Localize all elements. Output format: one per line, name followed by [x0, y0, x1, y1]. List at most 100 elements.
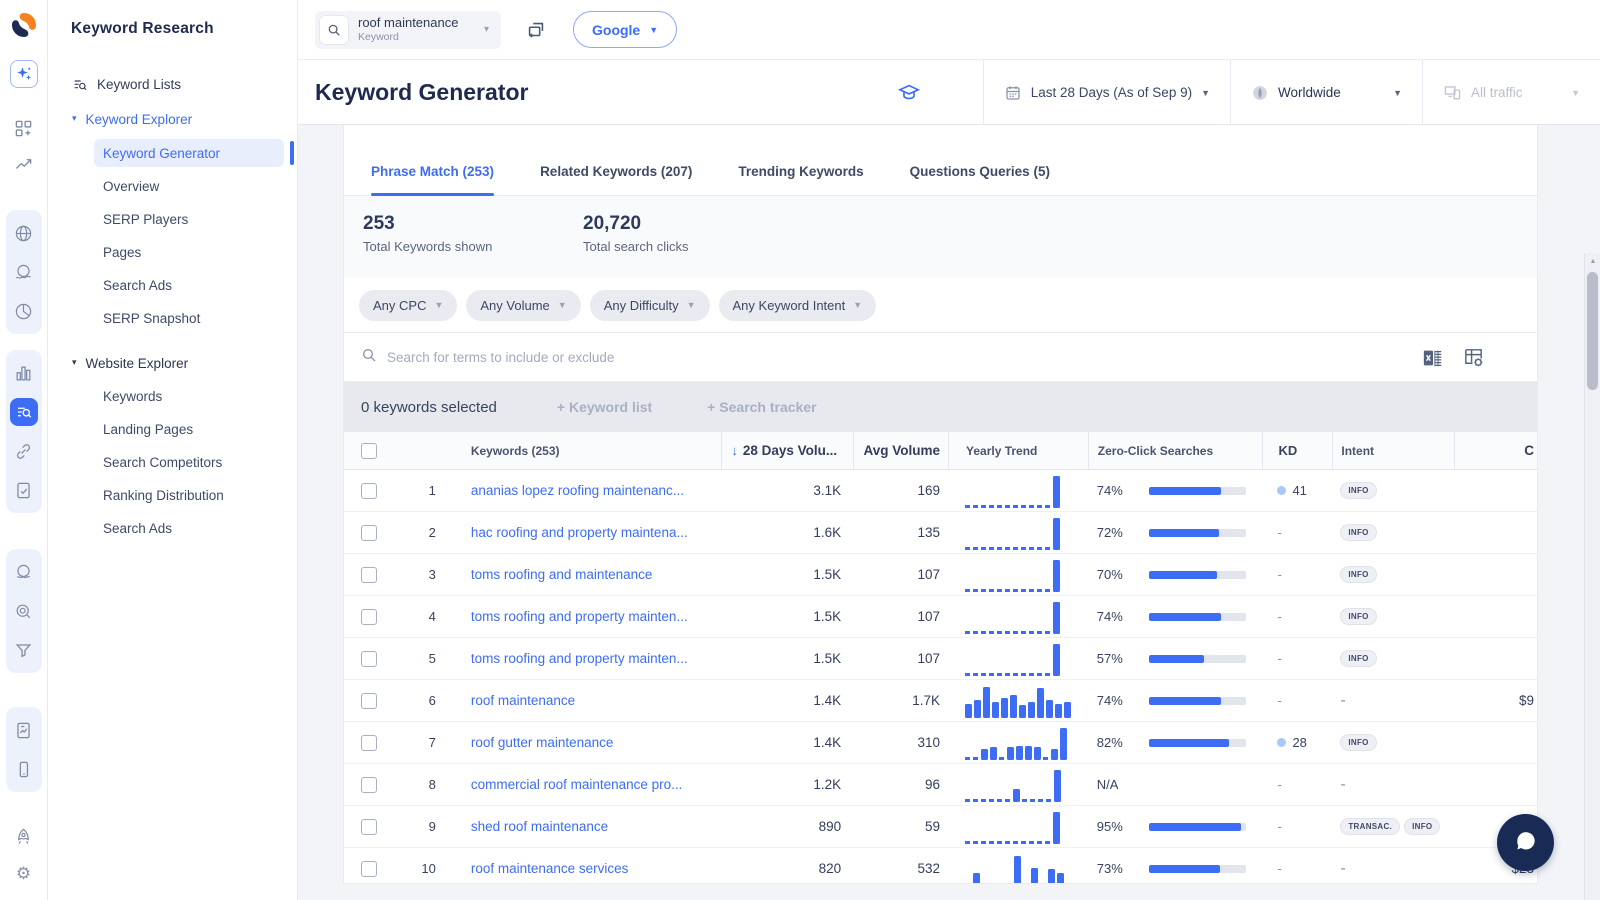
row-checkbox[interactable]	[360, 776, 377, 793]
globe-trend-icon[interactable]	[10, 258, 38, 286]
cpc-column-header[interactable]: C	[1454, 432, 1537, 469]
mobile-icon[interactable]	[10, 755, 38, 783]
search-engine-button[interactable]: Google ▼	[573, 11, 678, 48]
avg-volume-column-header[interactable]: Avg Volume	[853, 432, 948, 469]
filter-any-cpc[interactable]: Any CPC ▼	[359, 289, 458, 321]
globe-icon[interactable]	[10, 219, 38, 247]
vol28-column-header[interactable]: ↓ 28 Days Volu...	[721, 432, 853, 469]
ai-sparkles-icon[interactable]	[9, 60, 38, 88]
row-checkbox[interactable]	[360, 608, 377, 625]
scroll-up-arrow[interactable]: ▲	[1589, 258, 1597, 265]
add-keyword-list-button[interactable]: + Keyword list	[556, 399, 653, 415]
keyword-link[interactable]: roof maintenance	[470, 692, 576, 708]
traffic-selector[interactable]: All traffic ▼	[1422, 60, 1600, 125]
zero-click-bar	[1148, 570, 1246, 579]
pie-chart-icon[interactable]	[10, 297, 38, 325]
sidebar-item-keyword-lists[interactable]: Keyword Lists	[48, 68, 297, 101]
scrollbar-thumb[interactable]	[1587, 272, 1598, 390]
zero-click-cell: 74%	[1088, 693, 1263, 708]
filter-any-keyword-intent[interactable]: Any Keyword Intent ▼	[718, 289, 877, 321]
keyword-link[interactable]: hac roofing and property maintena...	[470, 524, 688, 540]
yearly-trend-column-header[interactable]: Yearly Trend	[948, 432, 1088, 469]
sidebar-item-keywords[interactable]: Keywords	[48, 380, 297, 413]
sidebar-item-search-ads[interactable]: Search Ads	[48, 512, 297, 545]
add-comparison-icon[interactable]	[525, 19, 547, 41]
settings-gear-icon[interactable]: ⚙	[15, 864, 32, 884]
keyword-link[interactable]: shed roof maintenance	[470, 818, 609, 834]
page-check-icon[interactable]	[10, 476, 38, 504]
excel-export-icon[interactable]	[1422, 347, 1444, 374]
filter-any-difficulty[interactable]: Any Difficulty ▼	[589, 289, 710, 321]
kd-empty: -	[1277, 525, 1282, 540]
trend-chart-icon[interactable]	[10, 150, 38, 178]
trend-bar	[1006, 747, 1014, 760]
row-checkbox[interactable]	[360, 818, 377, 835]
similarweb-logo[interactable]	[11, 12, 37, 38]
row-checkbox[interactable]	[360, 692, 377, 709]
row-checkbox[interactable]	[360, 566, 377, 583]
intent-column-header[interactable]: Intent	[1332, 432, 1454, 469]
keyword-link[interactable]: toms roofing and maintenance	[470, 566, 653, 582]
filter-any-volume[interactable]: Any Volume ▼	[466, 289, 581, 321]
row-checkbox[interactable]	[360, 860, 377, 877]
tab-trending-keywords[interactable]: Trending Keywords	[738, 164, 864, 179]
trend-dash	[996, 840, 1002, 844]
rank-cell: 5	[428, 651, 436, 666]
tab-related-keywords-207[interactable]: Related Keywords (207)	[540, 164, 693, 179]
keywords-column-header[interactable]: Keywords (253)	[470, 443, 560, 458]
grid-add-icon[interactable]	[10, 114, 38, 142]
kd-column-header[interactable]: KD	[1262, 432, 1332, 469]
include-exclude-search[interactable]: Search for terms to include or exclude	[344, 332, 1537, 382]
row-checkbox[interactable]	[360, 524, 377, 541]
sidebar-item-landing-pages[interactable]: Landing Pages	[48, 413, 297, 446]
region-selector[interactable]: Worldwide ▼	[1230, 60, 1422, 125]
sidebar-item-ranking-distribution[interactable]: Ranking Distribution	[48, 479, 297, 512]
select-all-checkbox[interactable]	[360, 442, 377, 459]
keyword-link[interactable]: commercial roof maintenance pro...	[470, 776, 683, 792]
keyword-link[interactable]: toms roofing and property mainten...	[470, 650, 688, 666]
keyword-search-selector[interactable]: roof maintenance Keyword ▾	[315, 10, 501, 49]
sidebar-item-keyword-generator[interactable]: Keyword Generator	[94, 139, 294, 167]
chat-bubble-button[interactable]	[1497, 814, 1554, 871]
sidebar-item-serp-snapshot[interactable]: SERP Snapshot	[48, 302, 297, 335]
date-range-selector[interactable]: Last 28 Days (As of Sep 9) ▼	[982, 60, 1230, 125]
report-doc-icon[interactable]	[10, 716, 38, 744]
rocket-icon[interactable]	[10, 822, 38, 850]
zero-click-column-header[interactable]: Zero-Click Searches	[1087, 432, 1263, 469]
funnel-filter-icon[interactable]	[10, 636, 38, 664]
keyword-link[interactable]: ananias lopez roofing maintenanc...	[470, 482, 684, 498]
bar-chart-icon[interactable]	[10, 359, 38, 387]
vol28-cell: 1.5K	[813, 651, 842, 666]
checkbox-cell	[344, 482, 394, 499]
graduation-cap-icon[interactable]	[897, 82, 921, 109]
keyword-link[interactable]: toms roofing and property mainten...	[470, 608, 688, 624]
keyword-link[interactable]: roof gutter maintenance	[470, 734, 614, 750]
stat-label: Total search clicks	[583, 239, 689, 254]
yearly-trend-cell	[948, 474, 1088, 508]
sidebar-item-website-explorer[interactable]: ▾ Website Explorer	[48, 347, 297, 380]
sidebar-item-keyword-explorer[interactable]: ▾ Keyword Explorer	[48, 103, 297, 136]
zero-click-bar-fill	[1148, 864, 1220, 873]
keyword-link[interactable]: roof maintenance services	[470, 860, 629, 876]
trend-bar	[982, 686, 990, 718]
sidebar-item-serp-players[interactable]: SERP Players	[48, 203, 297, 236]
globe-wave-icon[interactable]	[10, 558, 38, 586]
row-checkbox[interactable]	[360, 482, 377, 499]
tab-questions-queries-5[interactable]: Questions Queries (5)	[909, 164, 1050, 179]
sidebar-item-search-ads[interactable]: Search Ads	[48, 269, 297, 302]
row-checkbox[interactable]	[360, 734, 377, 751]
row-checkbox[interactable]	[360, 650, 377, 667]
sidebar-item-pages[interactable]: Pages	[48, 236, 297, 269]
table-settings-icon[interactable]	[1462, 346, 1485, 374]
link-icon[interactable]	[10, 437, 38, 465]
selection-bar: 0 keywords selected + Keyword list + Sea…	[344, 382, 1537, 432]
stat-label: Total Keywords shown	[363, 239, 493, 254]
sidebar-item-overview[interactable]: Overview	[48, 170, 297, 203]
tab-phrase-match-253[interactable]: Phrase Match (253)	[371, 150, 495, 196]
trend-bar	[1030, 867, 1038, 883]
sidebar-item-search-competitors[interactable]: Search Competitors	[48, 446, 297, 479]
vertical-scrollbar[interactable]: ▲	[1584, 253, 1600, 900]
search-circle-icon[interactable]	[10, 597, 38, 625]
keyword-research-icon[interactable]	[9, 398, 38, 426]
add-search-tracker-button[interactable]: + Search tracker	[707, 399, 817, 415]
